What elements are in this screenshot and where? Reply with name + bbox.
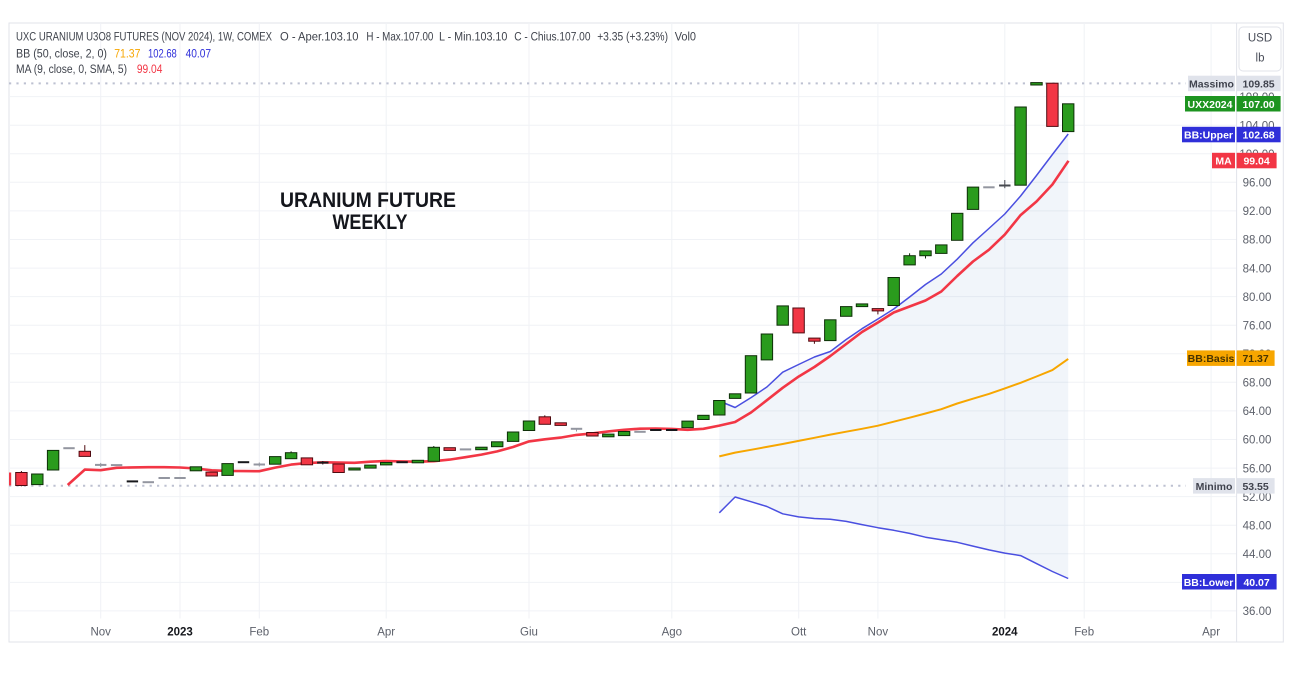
svg-text:107.00: 107.00	[1243, 99, 1275, 111]
svg-text:52.00: 52.00	[1243, 492, 1272, 504]
svg-text:102.68: 102.68	[1243, 130, 1275, 142]
svg-text:+3.35 (+3.23%): +3.35 (+3.23%)	[597, 30, 668, 44]
svg-text:UXC URANIUM U3O8 FUTURES (NOV: UXC URANIUM U3O8 FUTURES (NOV 2024), 1W,…	[16, 30, 272, 44]
svg-text:Apr: Apr	[377, 627, 395, 639]
svg-text:BB:Upper: BB:Upper	[1184, 130, 1233, 142]
svg-text:C - Chius.107.00: C - Chius.107.00	[514, 30, 590, 44]
svg-text:URANIUM FUTURE: URANIUM FUTURE	[280, 188, 456, 212]
svg-text:99.04: 99.04	[1243, 156, 1269, 168]
svg-text:44.00: 44.00	[1243, 549, 1272, 561]
svg-text:Feb: Feb	[1074, 627, 1094, 639]
svg-text:102.68: 102.68	[148, 46, 177, 60]
svg-text:Massimo: Massimo	[1189, 78, 1234, 90]
svg-text:Nov: Nov	[90, 627, 111, 639]
svg-text:BB:Lower: BB:Lower	[1184, 577, 1234, 589]
svg-text:80.00: 80.00	[1243, 292, 1272, 304]
svg-text:Apr: Apr	[1202, 627, 1220, 639]
svg-text:2024: 2024	[992, 627, 1018, 639]
svg-text:Nov: Nov	[868, 627, 889, 639]
svg-text:92.00: 92.00	[1243, 206, 1272, 218]
svg-text:71.37: 71.37	[1242, 353, 1268, 365]
svg-text:O - Aper.103.10: O - Aper.103.10	[280, 30, 359, 44]
svg-text:40.07: 40.07	[186, 46, 212, 60]
svg-text:Ago: Ago	[662, 627, 682, 639]
svg-text:53.55: 53.55	[1242, 481, 1268, 493]
svg-text:40.07: 40.07	[1243, 577, 1269, 589]
svg-text:71.37: 71.37	[114, 46, 140, 60]
svg-text:60.00: 60.00	[1243, 435, 1272, 447]
svg-text:MA (9, close, 0, SMA, 5): MA (9, close, 0, SMA, 5)	[16, 62, 127, 76]
svg-text:99.04: 99.04	[137, 62, 163, 76]
svg-text:2023: 2023	[167, 627, 193, 639]
svg-text:64.00: 64.00	[1243, 406, 1272, 418]
svg-text:lb: lb	[1256, 53, 1265, 65]
svg-text:BB (50, close, 2, 0): BB (50, close, 2, 0)	[16, 46, 107, 60]
svg-text:88.00: 88.00	[1243, 235, 1272, 247]
svg-text:Ott: Ott	[791, 627, 807, 639]
svg-text:84.00: 84.00	[1243, 263, 1272, 275]
svg-text:36.00: 36.00	[1243, 606, 1272, 618]
svg-text:Giu: Giu	[520, 627, 538, 639]
svg-text:Feb: Feb	[249, 627, 269, 639]
svg-text:L - Min.103.10: L - Min.103.10	[439, 30, 508, 44]
svg-text:USD: USD	[1248, 33, 1272, 45]
svg-text:48.00: 48.00	[1243, 520, 1272, 532]
svg-text:BB:Basis: BB:Basis	[1188, 353, 1235, 365]
svg-text:109.85: 109.85	[1243, 78, 1275, 90]
svg-text:MA: MA	[1215, 156, 1232, 168]
svg-text:56.00: 56.00	[1243, 463, 1272, 475]
svg-text:76.00: 76.00	[1243, 320, 1272, 332]
svg-text:Minimo: Minimo	[1196, 481, 1233, 493]
svg-text:Vol0: Vol0	[675, 30, 696, 44]
svg-text:H - Max.107.00: H - Max.107.00	[366, 30, 433, 44]
svg-text:WEEKLY: WEEKLY	[333, 210, 408, 234]
svg-text:UXX2024: UXX2024	[1188, 99, 1233, 111]
svg-text:96.00: 96.00	[1243, 178, 1272, 190]
svg-text:68.00: 68.00	[1243, 378, 1272, 390]
